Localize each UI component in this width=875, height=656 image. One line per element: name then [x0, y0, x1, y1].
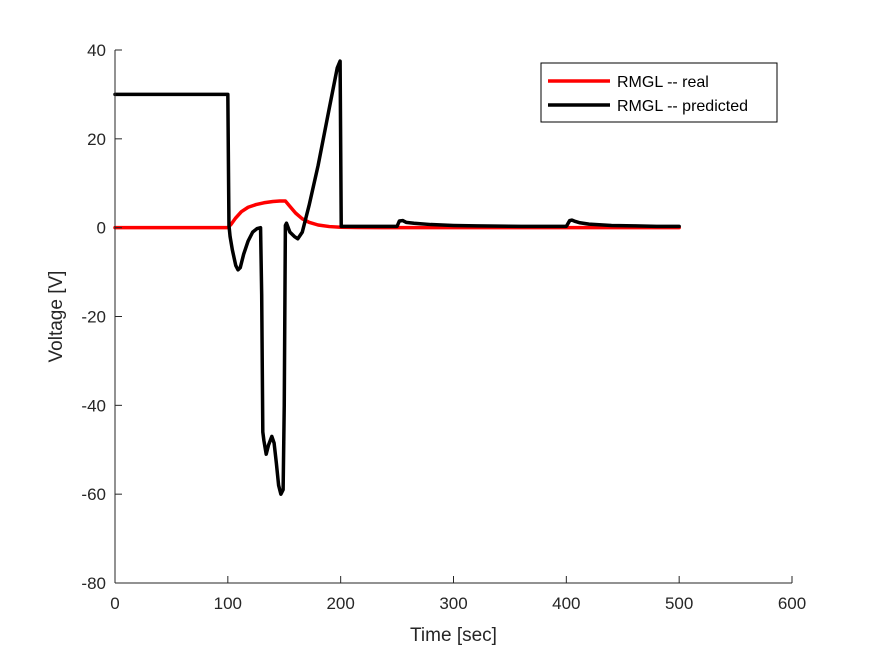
legend-label-predicted: RMGL -- predicted — [617, 98, 748, 115]
x-tick-label: 0 — [110, 594, 119, 613]
x-tick-label: 100 — [214, 594, 242, 613]
x-tick-label: 500 — [665, 594, 693, 613]
y-tick-label: 20 — [87, 130, 106, 149]
y-tick-label: 40 — [87, 41, 106, 60]
y-tick-label: -20 — [81, 308, 106, 327]
x-tick-label: 600 — [778, 594, 806, 613]
y-tick-label: 0 — [97, 219, 106, 238]
axes-layer: 0 100 200 300 400 500 600 -80 -60 -40 -20 0 20 40 — [81, 41, 806, 613]
x-tick-label: 200 — [326, 594, 354, 613]
legend-box — [540, 62, 778, 123]
y-axis-label: Voltage [V] — [46, 271, 67, 363]
y-tick-label: -80 — [81, 574, 106, 593]
series-line-predicted — [113, 59, 681, 496]
y-tick-label: -60 — [81, 485, 106, 504]
legend-label-real: RMGL -- real — [617, 74, 709, 91]
x-tick-label: 300 — [439, 594, 467, 613]
y-tick-label: -40 — [81, 396, 106, 415]
plot-area — [115, 50, 792, 583]
x-tick-label: 400 — [552, 594, 580, 613]
x-axis-label: Time [sec] — [410, 625, 497, 646]
legend: RMGL -- real RMGL -- predicted — [540, 62, 778, 123]
series-layer — [113, 59, 681, 496]
